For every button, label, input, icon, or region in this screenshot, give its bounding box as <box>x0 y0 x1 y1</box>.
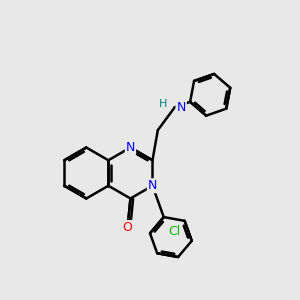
Text: O: O <box>123 221 133 234</box>
Text: H: H <box>159 99 168 110</box>
Text: N: N <box>126 141 135 154</box>
Text: Cl: Cl <box>169 225 181 238</box>
Text: N: N <box>148 179 157 192</box>
Text: N: N <box>176 101 186 114</box>
